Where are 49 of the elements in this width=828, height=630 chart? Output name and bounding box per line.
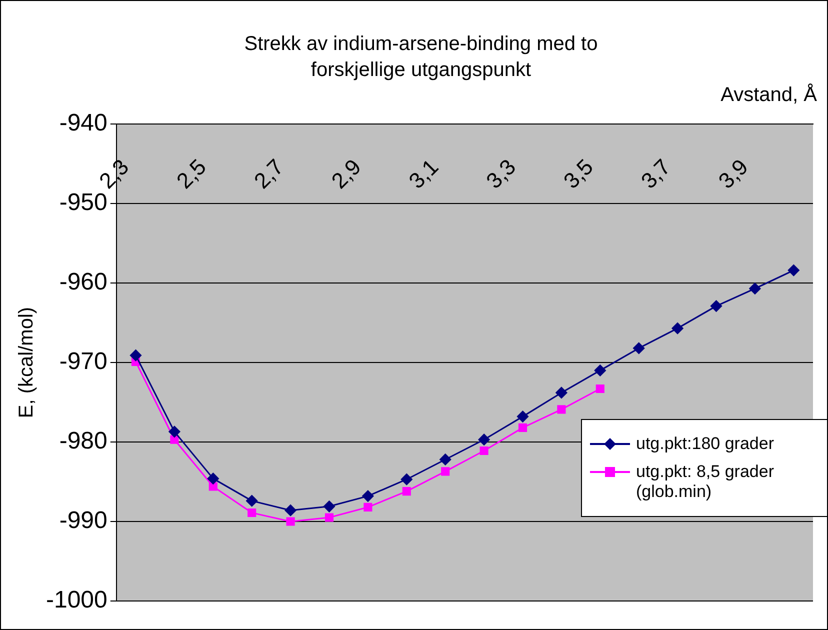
point (594, 364, 606, 376)
legend-label: utg.pkt:180 grader (636, 434, 774, 454)
legend-label: utg.pkt: 8,5 grader (glob.min) (636, 462, 775, 502)
y-tick-label: -1000 (46, 586, 108, 614)
point (364, 502, 372, 512)
point (130, 350, 142, 362)
point (168, 426, 180, 438)
x-tick-label: 2,5 (172, 154, 211, 194)
y-tick-label: -960 (59, 268, 108, 296)
point (284, 504, 296, 516)
point (402, 487, 411, 496)
x-tick-label: 2,9 (326, 154, 366, 194)
x-tick-label: 3,9 (713, 154, 753, 194)
x-axis-title: Avstand, Å (720, 84, 817, 107)
point (208, 482, 218, 491)
point (518, 423, 528, 432)
point (441, 467, 450, 476)
y-tick-label: -970 (59, 348, 108, 376)
point (362, 490, 374, 502)
point (478, 434, 490, 446)
point (633, 342, 645, 354)
point (557, 405, 566, 414)
y-axis-title: E, (kcal/mol) (16, 306, 38, 418)
point (788, 264, 800, 276)
point (246, 495, 258, 507)
x-tick-label: 3,5 (558, 154, 598, 194)
point (710, 300, 722, 312)
x-tick-label: 3,1 (404, 154, 444, 194)
point (323, 500, 335, 512)
point (324, 513, 334, 522)
x-tick-label: 3,7 (636, 154, 676, 194)
y-tick-label: -980 (59, 428, 108, 455)
point (248, 508, 256, 518)
y-tick-label: -990 (59, 507, 108, 534)
point (596, 384, 604, 394)
point (749, 282, 761, 294)
x-tick-label: 2,7 (249, 154, 288, 194)
x-tick-label: 3,3 (481, 154, 521, 194)
point (400, 474, 412, 486)
point (516, 410, 528, 422)
point (556, 386, 568, 398)
point (170, 435, 179, 444)
y-tick-label: -940 (59, 110, 108, 137)
point (440, 454, 452, 466)
point (207, 472, 219, 484)
point (480, 446, 488, 456)
point (286, 517, 295, 526)
chart-title: Strekk av indium-arsene-binding med to forskjellige utgangspunkt (243, 32, 599, 83)
point (672, 322, 684, 334)
